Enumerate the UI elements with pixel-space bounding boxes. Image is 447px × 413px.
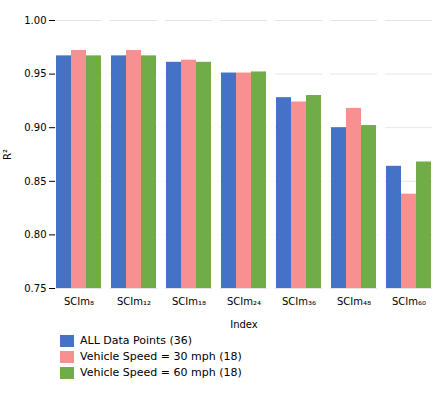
svg-text:0.90: 0.90 bbox=[24, 122, 46, 133]
svg-text:Index: Index bbox=[230, 319, 258, 330]
html-text:Vehicle Speed = 60 mph (18): Vehicle Speed = 60 mph (18) bbox=[80, 366, 242, 379]
html-text:ALL Data Points (36): ALL Data Points (36) bbox=[80, 334, 193, 347]
svg-text:0.75: 0.75 bbox=[24, 283, 46, 294]
svg-text:SCIm₆₀: SCIm₆₀ bbox=[392, 296, 426, 307]
svg-text:SCIm₃₆: SCIm₃₆ bbox=[282, 296, 316, 307]
svg-text:SCIm₄₈: SCIm₄₈ bbox=[337, 296, 371, 307]
svg-text:R²: R² bbox=[2, 149, 13, 160]
svg-text:0.95: 0.95 bbox=[24, 68, 46, 79]
svg-text:0.85: 0.85 bbox=[24, 176, 46, 187]
svg-text:SCIm₁₈: SCIm₁₈ bbox=[172, 296, 206, 307]
svg-text:1.00: 1.00 bbox=[24, 15, 46, 26]
html-text:Vehicle Speed = 30 mph (18): Vehicle Speed = 30 mph (18) bbox=[80, 350, 242, 363]
svg-text:0.80: 0.80 bbox=[24, 229, 46, 240]
svg-text:SCIm₂₄: SCIm₂₄ bbox=[227, 296, 261, 307]
svg-text:SCIm₁₂: SCIm₁₂ bbox=[117, 296, 151, 307]
svg-text:SCIm₈: SCIm₈ bbox=[64, 296, 94, 307]
